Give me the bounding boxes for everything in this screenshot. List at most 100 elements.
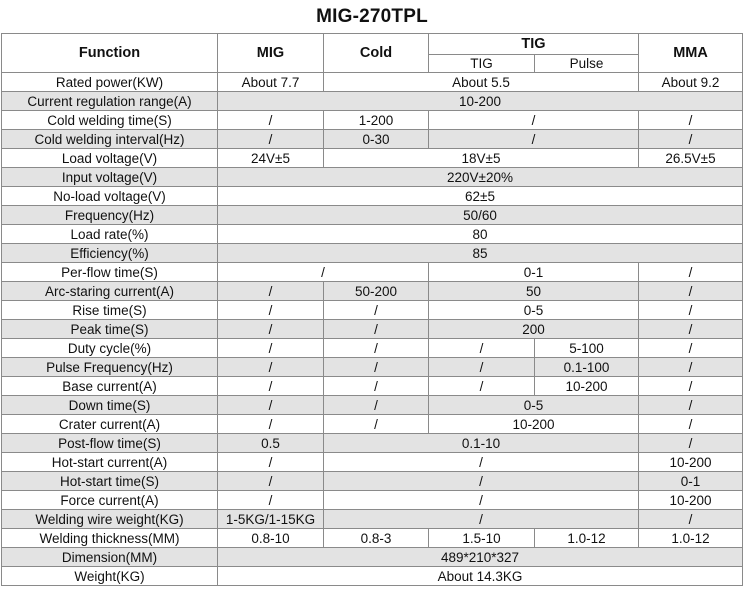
row-label: Pulse Frequency(Hz) [1,357,218,377]
row-label: Rated power(KW) [1,72,218,92]
table-cell: 10-200 [638,452,744,472]
table-cell: / [323,376,429,396]
header-cold: Cold [323,33,429,73]
header-pulse-sub: Pulse [533,54,640,73]
table-cell: / [217,490,324,510]
table-row: Efficiency(%) 85 [1,243,744,263]
row-label: Crater current(A) [1,414,218,434]
table-row: Post-flow time(S) 0.5 0.1-10/ [1,433,744,453]
table-row: Weight(KG) About 14.3KG [1,566,744,586]
table-cell: / [638,129,744,149]
table-cell: 0-1 [638,471,744,491]
table-cell: / [638,110,744,130]
table-cell: / [217,319,324,339]
table-cell: About 7.7 [217,72,324,92]
row-label: Weight(KG) [1,566,218,586]
row-label: Per-flow time(S) [1,262,218,282]
spec-table-header: Function MIG Cold TIG MMA TIG Pulse [1,33,744,73]
table-cell: 10-200 [638,490,744,510]
row-label: Welding wire weight(KG) [1,509,218,529]
table-cell: 0.8-3 [323,528,429,548]
table-cell: / [217,338,324,358]
table-cell: / [638,338,744,358]
table-cell: / [428,338,535,358]
table-cell: 1-200 [323,110,429,130]
row-label: Post-flow time(S) [1,433,218,453]
table-cell: 50/60 [216,205,744,225]
table-cell: 5-100 [533,338,640,358]
table-cell: 10-200 [533,376,640,396]
table-cell: / [323,414,429,434]
row-label: Arc-staring current(A) [1,281,218,301]
row-label: Current regulation range(A) [1,91,218,111]
table-cell: / [323,300,429,320]
header-function: Function [1,33,218,73]
table-cell: 0-30 [323,129,429,149]
table-row: Hot-start current(A) //10-200 [1,452,744,472]
table-row: Peak time(S) //200/ [1,319,744,339]
row-label: No-load voltage(V) [1,186,218,206]
table-cell: 0.5 [217,433,324,453]
row-label: Input voltage(V) [1,167,218,187]
table-cell: / [322,452,640,472]
table-cell: / [638,433,744,453]
table-cell: / [428,357,535,377]
table-row: Load voltage(V) 24V±5 18V±5 26.5V±5 [1,148,744,168]
row-label: Load rate(%) [1,224,218,244]
table-row: Welding wire weight(KG) 1-5KG/1-15KG / / [1,509,744,529]
table-cell: / [217,452,324,472]
table-cell: 62±5 [216,186,744,206]
table-cell: / [638,319,744,339]
row-label: Down time(S) [1,395,218,415]
table-cell: 24V±5 [217,148,324,168]
spec-table-body: Rated power(KW) About 7.7 About 5.5 About 9… [1,72,744,586]
table-cell: 18V±5 [322,148,640,168]
spec-table: Function MIG Cold TIG MMA TIG Pulse Rate… [1,33,744,586]
table-cell: / [638,509,744,529]
row-label: Hot-start current(A) [1,452,218,472]
table-cell: 85 [216,243,744,263]
table-cell: / [217,414,324,434]
table-cell: 26.5V±5 [638,148,744,168]
table-cell: / [638,281,744,301]
table-row: Force current(A) //10-200 [1,490,744,510]
table-cell: 200 [427,319,640,339]
table-row: Per-flow time(S)/0-1/ [1,262,744,282]
header-tig-sub: TIG [428,54,535,73]
table-cell: / [217,281,324,301]
table-row: Base current(A) / //10-200/ [1,376,744,396]
table-row: Duty cycle(%) / //5-100/ [1,338,744,358]
table-cell: 10-200 [216,91,744,111]
table-cell: / [217,110,324,130]
table-cell: 80 [216,224,744,244]
header-mma: MMA [638,33,744,73]
table-cell: / [217,262,429,282]
header-mig: MIG [217,33,324,73]
table-cell: About 14.3KG [216,566,744,586]
table-cell: 0-5 [427,300,640,320]
table-cell: About 5.5 [322,72,640,92]
spec-title: MIG-270TPL [316,6,428,27]
table-cell: About 9.2 [638,72,744,92]
table-row: Hot-start time(S) //0-1 [1,471,744,491]
table-cell: 50-200 [323,281,429,301]
table-cell: / [427,110,640,130]
table-row: Rated power(KW) About 7.7 About 5.5 About 9… [1,72,744,92]
table-row: Rise time(S) //0-5/ [1,300,744,320]
row-label: Load voltage(V) [1,148,218,168]
row-label: Efficiency(%) [1,243,218,263]
table-row: Cold welding interval(Hz)/0-30// [1,129,744,149]
table-cell: / [322,490,640,510]
row-label: Cold welding time(S) [1,110,218,130]
table-row: Crater current(A) //10-200/ [1,414,744,434]
table-cell: / [217,300,324,320]
table-row: Dimension(MM) 489*210*327 [1,547,744,567]
table-cell: / [322,509,640,529]
table-row: Input voltage(V) 220V±20% [1,167,744,187]
table-cell: 489*210*327 [216,547,744,567]
table-cell: / [638,357,744,377]
table-cell: / [638,376,744,396]
row-label: Frequency(Hz) [1,205,218,225]
table-cell: / [217,129,324,149]
row-label: Base current(A) [1,376,218,396]
